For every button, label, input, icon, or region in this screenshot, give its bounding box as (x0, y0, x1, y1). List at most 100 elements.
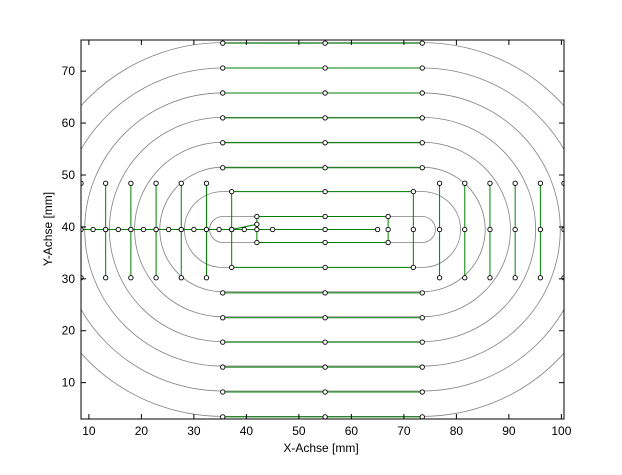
y-tick-label: 30 (62, 272, 76, 286)
path-point-29 (322, 264, 328, 271)
ring-top-point-3-0 (220, 90, 226, 96)
ring-side-point-3-0-0 (128, 275, 134, 281)
ring-top-point-4-0 (220, 65, 226, 71)
path-point-14 (254, 226, 260, 233)
ring-top-point-2-0 (220, 115, 226, 121)
ring-side-point-2-1-2 (487, 180, 493, 186)
ring-side-point-2-1-1 (487, 226, 493, 233)
path-point-17 (385, 239, 391, 246)
ring-bottom-point-5-0 (220, 414, 226, 419)
y-tick-label: 60 (62, 116, 76, 130)
ring-side-point-4-1-0 (537, 275, 544, 281)
path-point-5 (140, 226, 147, 233)
ring-top-point-0-2 (419, 165, 425, 171)
ring-bottom-point-0-2 (419, 290, 425, 296)
ring-top-point-1-0 (220, 140, 226, 146)
ring-side-point-0-1-1 (436, 226, 443, 233)
ring-bottom-point-4-0 (220, 389, 226, 395)
path-point-9 (191, 226, 197, 233)
path-point-28 (410, 264, 416, 271)
ring-top-point-0-0 (220, 165, 226, 171)
ring-side-point-1-0-0 (178, 275, 184, 281)
ring-bottom-point-5-2 (419, 414, 425, 419)
ring-bottom-point-0-0 (220, 290, 226, 296)
path-point-26 (410, 188, 416, 195)
ring-top-point-4-2 (419, 65, 425, 71)
path-point-30 (229, 264, 235, 271)
contour-line-1 (184, 191, 461, 268)
path-point-21 (254, 213, 260, 220)
ring-side-point-0-1-0 (436, 275, 443, 281)
path-point-7 (166, 226, 172, 233)
ring-bottom-point-1-2 (419, 315, 425, 321)
ring-top-point-4-1 (322, 65, 328, 71)
ring-bottom-point-3-2 (419, 364, 425, 370)
ring-side-point-0-0-2 (203, 180, 210, 186)
ring-top-point-3-2 (419, 90, 425, 96)
ring-side-point-3-1-1 (512, 226, 518, 233)
path-point-19 (385, 213, 391, 220)
ring-side-point-2-1-0 (487, 275, 493, 281)
ring-bottom-point-3-1 (322, 364, 328, 370)
ring-top-point-1-1 (322, 140, 328, 146)
ring-bottom-point-4-2 (419, 389, 425, 395)
path-point-31 (229, 226, 235, 233)
ring-side-point-2-0-1 (153, 226, 159, 233)
ring-side-point-2-0-0 (153, 275, 159, 281)
ring-side-point-1-1-0 (462, 275, 468, 281)
ring-side-point-3-1-0 (512, 275, 518, 281)
path-point-1 (90, 226, 96, 233)
ring-bottom-point-1-1 (322, 315, 328, 321)
ring-side-point-2-0-2 (153, 180, 159, 186)
y-axis-label: Y-Achse [mm] (41, 192, 55, 266)
ring-side-point-3-0-1 (128, 226, 134, 233)
path-point-34 (374, 226, 381, 233)
ring-top-point-0-1 (322, 165, 328, 171)
ring-side-point-0-0-1 (203, 226, 210, 233)
ring-side-point-4-1-1 (537, 226, 544, 233)
ticks: 10 20 30 40 50 60 70 80 90 100 10 20 30 40 50 60 70 (62, 40, 572, 438)
ring-side-point-3-1-2 (512, 180, 518, 186)
x-tick-label: 20 (135, 424, 149, 438)
ring-side-point-1-0-2 (178, 180, 184, 186)
ring-side-point-4-0-0 (103, 275, 109, 281)
y-tick-label: 40 (62, 220, 76, 234)
ring-side-point-1-1-1 (462, 226, 468, 233)
path-point-22 (254, 221, 260, 227)
path-point-24 (229, 188, 235, 195)
ring-bottom-point-2-2 (419, 339, 425, 345)
path-point-20 (322, 213, 328, 220)
ring-top-point-2-2 (419, 115, 425, 121)
ring-bottom-point-2-0 (220, 339, 226, 345)
x-tick-label: 70 (397, 424, 411, 438)
ring-side-point-0-0-0 (203, 275, 210, 281)
y-tick-label: 10 (62, 376, 76, 390)
ring-side-point-4-1-2 (537, 180, 544, 186)
ring-bottom-point-1-0 (220, 315, 226, 321)
y-tick-label: 50 (62, 168, 76, 182)
ring-bottom-point-4-1 (322, 389, 328, 395)
y-tick-label: 20 (62, 324, 76, 338)
x-tick-label: 10 (82, 424, 96, 438)
path-point-3 (115, 226, 121, 233)
ring-top-point-5-2 (419, 40, 425, 46)
ring-top-point-5-0 (220, 40, 226, 46)
ring-side-point-1-0-1 (178, 226, 184, 233)
ring-side-point-4-0-2 (103, 180, 109, 186)
axes (80, 39, 565, 420)
path-point-13 (241, 226, 247, 233)
contour-line-0 (209, 216, 436, 243)
x-tick-label: 50 (292, 424, 306, 438)
axes-box (80, 39, 565, 420)
x-tick-label: 60 (345, 424, 359, 438)
ring-side-point-3-0-2 (128, 180, 134, 186)
path-point-27 (410, 226, 416, 233)
x-tick-label: 40 (240, 424, 254, 438)
ring-top-point-1-2 (419, 140, 425, 146)
ring-side-point-4-0-1 (103, 226, 109, 233)
ring-bottom-point-2-1 (322, 339, 328, 345)
path-point-32 (269, 226, 276, 233)
x-tick-label: 30 (187, 424, 201, 438)
x-tick-label: 80 (450, 424, 464, 438)
